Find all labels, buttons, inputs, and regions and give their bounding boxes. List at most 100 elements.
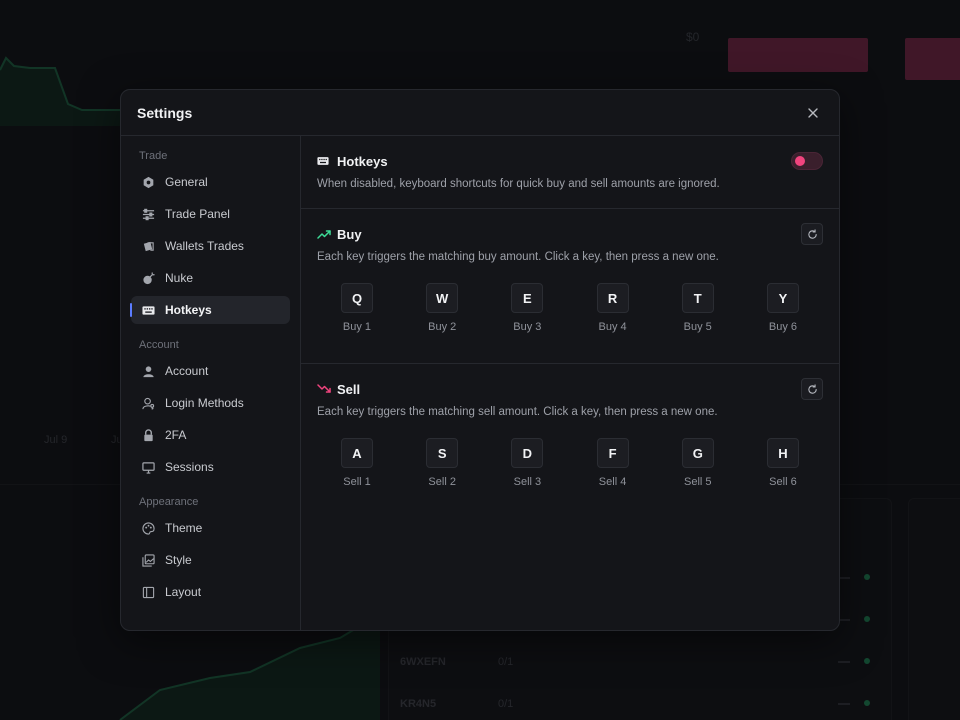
sell-description: Each key triggers the matching sell amou… — [317, 406, 718, 418]
sidebar-item-login-methods[interactable]: Login Methods — [131, 389, 290, 417]
background-bar — [905, 38, 960, 80]
hotkeys-section: Hotkeys When disabled, keyboard shortcut… — [301, 136, 839, 209]
buy-key-5[interactable]: T — [681, 283, 714, 313]
buy-key-label: Buy 1 — [342, 321, 372, 333]
sidebar-item-hotkeys[interactable]: Hotkeys — [130, 296, 290, 324]
refresh-icon — [807, 228, 817, 239]
sell-key-label: Sell 1 — [343, 476, 371, 488]
hotkeys-toggle[interactable] — [791, 152, 823, 170]
sidebar-item-label: Theme — [165, 521, 203, 535]
modal-header: Settings — [121, 90, 839, 136]
buy-title: Buy — [337, 226, 362, 242]
buy-key-label: Buy 4 — [598, 321, 627, 333]
monitor-icon — [141, 460, 155, 474]
sliders-icon — [141, 207, 155, 221]
sidebar-item-sessions[interactable]: Sessions — [131, 453, 290, 481]
buy-key-2[interactable]: W — [426, 283, 459, 313]
sell-key-6[interactable]: H — [766, 438, 799, 468]
buy-keys: Q Buy 1 W Buy 2 E Buy 3 R Buy 4 T Buy 5 Y Buy … — [317, 263, 823, 333]
buy-key-label: Buy 3 — [513, 321, 542, 333]
keyboard-icon — [317, 154, 331, 168]
sell-key-5[interactable]: G — [681, 438, 714, 468]
hotkeys-description: When disabled, keyboard shortcuts for qu… — [317, 178, 720, 190]
settings-modal: Settings Trade General Trade Panel — [120, 89, 840, 631]
sidebar-item-label: Nuke — [165, 271, 194, 285]
background-price-label: $0 — [686, 30, 700, 44]
sidebar-item-label: Layout — [165, 585, 202, 599]
sidebar-item-layout[interactable]: Layout — [131, 578, 290, 606]
user-icon — [141, 364, 155, 378]
wallet-cards-icon — [141, 239, 155, 253]
sell-title: Sell — [337, 381, 361, 397]
sidebar-item-2fa[interactable]: 2FA — [131, 421, 290, 449]
images-icon — [141, 553, 155, 567]
buy-reset-button[interactable] — [801, 223, 823, 245]
sell-key-label: Sell 5 — [683, 476, 712, 488]
close-button[interactable] — [803, 103, 823, 123]
background-row-ratio: 0/1 — [498, 656, 514, 668]
sidebar-item-account[interactable]: Account — [131, 357, 290, 385]
background-price-chart — [0, 56, 120, 126]
sidebar-item-label: General — [165, 175, 208, 189]
sidebar-item-theme[interactable]: Theme — [131, 514, 290, 542]
sell-key-label: Sell 2 — [428, 476, 456, 488]
trending-down-icon — [317, 382, 331, 396]
sell-key-4[interactable]: F — [596, 438, 629, 468]
sidebar-section-label: Appearance — [139, 496, 199, 508]
settings-content: Hotkeys When disabled, keyboard shortcut… — [301, 136, 839, 630]
refresh-icon — [807, 383, 817, 394]
sidebar-item-label: Style — [165, 553, 192, 567]
background-axis-label: Jul 9 — [44, 434, 68, 446]
settings-sidebar: Trade General Trade Panel Wallets Trades — [121, 136, 301, 630]
buy-key-label: Buy 6 — [768, 321, 797, 333]
trending-up-icon — [317, 227, 331, 241]
sell-key-1[interactable]: A — [341, 438, 373, 468]
sidebar-section-label: Trade — [139, 150, 168, 162]
sidebar-item-label: Trade Panel — [165, 207, 230, 221]
background-row — [400, 610, 880, 630]
background-axis-label: Ju — [111, 434, 123, 446]
sidebar-item-style[interactable]: Style — [131, 546, 290, 574]
user-key-icon — [141, 396, 155, 410]
modal-title: Settings — [137, 104, 193, 121]
panel-left-icon — [141, 585, 155, 599]
sell-keys: A Sell 1 S Sell 2 D Sell 3 F Sell 4 G Sell 5 … — [317, 418, 823, 488]
buy-key-1[interactable]: Q — [341, 283, 373, 313]
sidebar-item-label: Sessions — [165, 460, 214, 474]
background-row-code: 6WXEFN — [400, 656, 446, 668]
hotkeys-title: Hotkeys — [337, 153, 388, 169]
sell-key-3[interactable]: D — [511, 438, 544, 468]
background-row: 6WXEFN 0/1 — [400, 652, 880, 672]
sell-reset-button[interactable] — [801, 378, 823, 400]
buy-key-4[interactable]: R — [596, 283, 629, 313]
hexagon-gear-icon — [141, 175, 155, 189]
background-row: KR4N5 0/1 — [400, 694, 880, 714]
buy-key-6[interactable]: Y — [766, 283, 799, 313]
palette-icon — [141, 521, 155, 535]
buy-key-label: Buy 5 — [683, 321, 712, 333]
sell-key-label: Sell 6 — [769, 476, 797, 488]
background-bar — [728, 38, 868, 72]
background-price-chart — [119, 620, 380, 720]
sidebar-item-label: Hotkeys — [165, 303, 212, 317]
sidebar-item-general[interactable]: General — [131, 168, 290, 196]
bomb-icon — [141, 271, 155, 285]
sidebar-item-nuke[interactable]: Nuke — [131, 264, 290, 292]
background-row-ratio: 0/1 — [498, 698, 514, 710]
sell-key-2[interactable]: S — [426, 438, 459, 468]
sidebar-item-trade-panel[interactable]: Trade Panel — [131, 200, 290, 228]
buy-description: Each key triggers the matching buy amoun… — [317, 251, 719, 263]
close-icon — [808, 107, 818, 118]
sidebar-item-label: Login Methods — [165, 396, 244, 410]
buy-section: Buy Each key triggers the matching buy a… — [301, 209, 839, 364]
sidebar-item-label: Wallets Trades — [165, 239, 244, 253]
sidebar-item-wallets-trades[interactable]: Wallets Trades — [131, 232, 290, 260]
buy-key-3[interactable]: E — [511, 283, 544, 313]
sell-key-label: Sell 3 — [513, 476, 542, 488]
sell-section: Sell Each key triggers the matching sell… — [301, 364, 839, 519]
sidebar-item-label: Account — [165, 364, 209, 378]
toggle-knob — [795, 156, 805, 166]
sidebar-section-label: Account — [139, 339, 179, 351]
background-row — [400, 568, 880, 588]
sidebar-item-label: 2FA — [165, 428, 187, 442]
